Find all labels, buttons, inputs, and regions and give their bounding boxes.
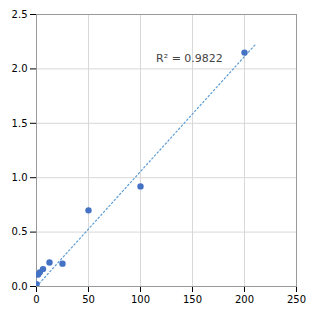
svg-text:0.5: 0.5 bbox=[12, 226, 28, 237]
svg-text:200: 200 bbox=[235, 294, 254, 305]
svg-text:0.0: 0.0 bbox=[12, 281, 28, 292]
svg-text:50: 50 bbox=[82, 294, 95, 305]
svg-text:0: 0 bbox=[33, 294, 39, 305]
svg-text:1.5: 1.5 bbox=[12, 118, 28, 129]
svg-text:100: 100 bbox=[131, 294, 150, 305]
svg-text:R² = 0.9822: R² = 0.9822 bbox=[156, 52, 223, 65]
svg-text:2.5: 2.5 bbox=[12, 9, 28, 20]
svg-text:250: 250 bbox=[287, 294, 306, 305]
svg-text:2.0: 2.0 bbox=[12, 63, 28, 74]
svg-text:150: 150 bbox=[183, 294, 202, 305]
svg-text:1.0: 1.0 bbox=[12, 172, 28, 183]
